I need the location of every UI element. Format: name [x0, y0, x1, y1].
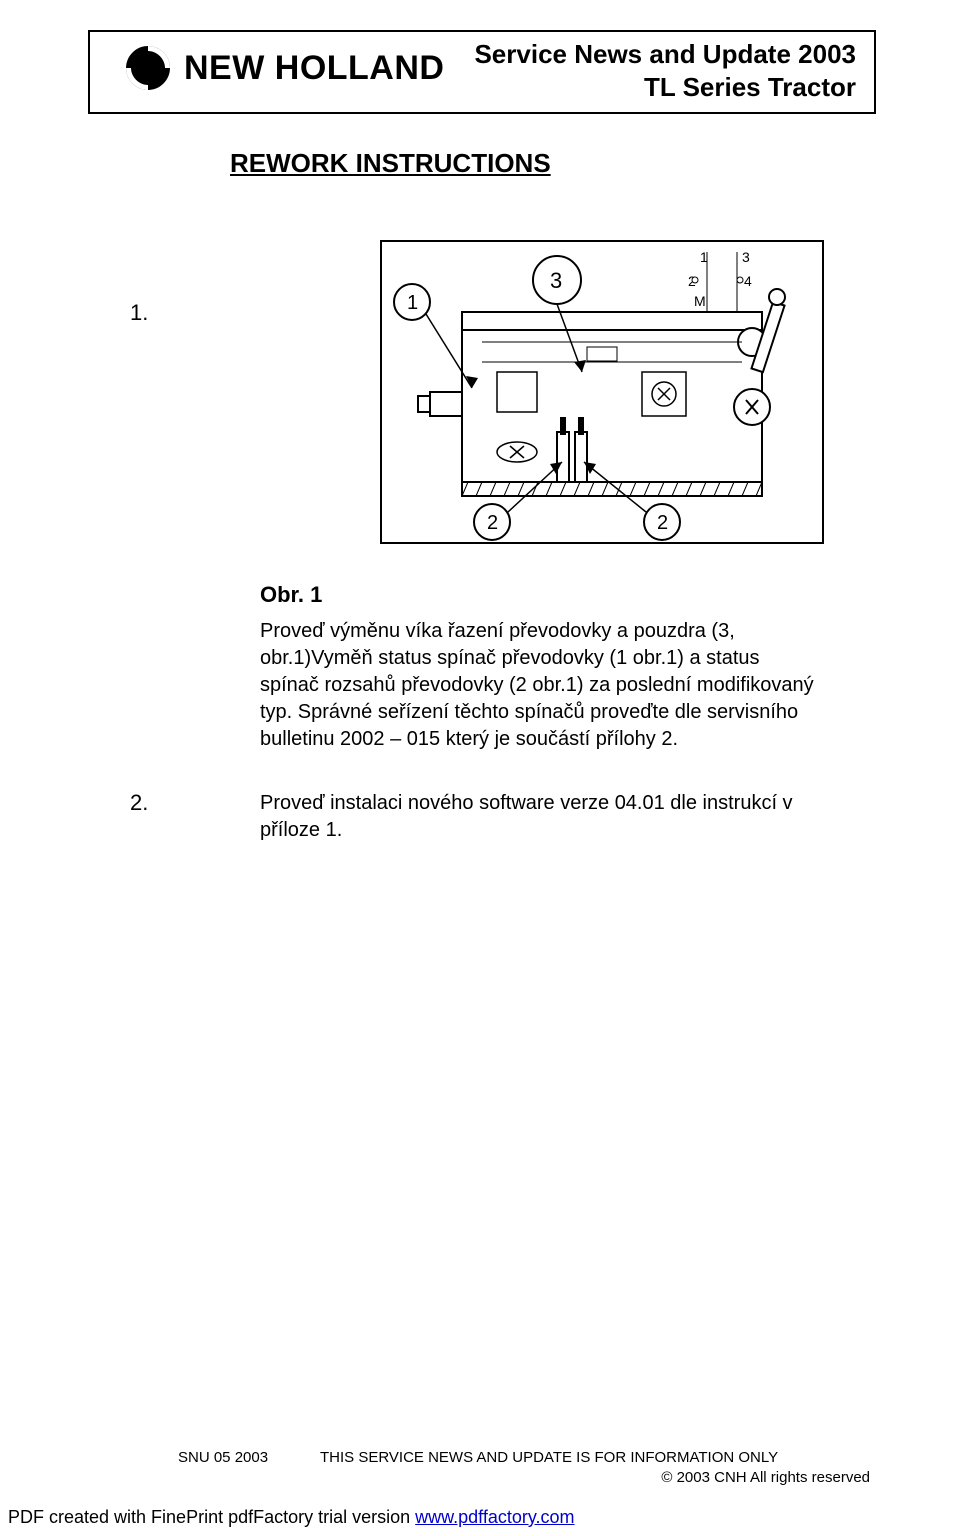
header-title-line1: Service News and Update 2003 [474, 39, 856, 69]
section-heading: REWORK INSTRUCTIONS [230, 148, 551, 179]
header-box: NEW HOLLAND Service News and Update 2003… [88, 30, 876, 114]
header-title-line2: TL Series Tractor [474, 71, 856, 104]
callout-3: 3 [550, 268, 562, 293]
header-title: Service News and Update 2003 TL Series T… [474, 38, 856, 103]
step1-number: 1. [130, 300, 148, 326]
callout-2a: 2 [487, 512, 498, 534]
figure-1: 1 3 2 4 M 1 3 2 2 [380, 240, 824, 544]
step1-text: Proveď výměnu víka řazení převodovky a p… [260, 618, 816, 753]
footer-left: SNU 05 2003 [178, 1449, 268, 1466]
pdf-footer: PDF created with FinePrint pdfFactory tr… [8, 1507, 575, 1528]
leaf-icon [120, 40, 176, 96]
step2-number: 2. [130, 790, 148, 816]
callout-1: 1 [407, 292, 418, 314]
pdf-prefix: PDF created with FinePrint pdfFactory tr… [8, 1507, 415, 1527]
brand-name: NEW HOLLAND [184, 49, 444, 88]
pdf-link[interactable]: www.pdffactory.com [415, 1507, 574, 1527]
callout-2b: 2 [657, 512, 668, 534]
footer-center: THIS SERVICE NEWS AND UPDATE IS FOR INFO… [320, 1449, 778, 1466]
figure-caption: Obr. 1 [260, 582, 322, 608]
corner-1: 1 [700, 249, 708, 265]
page: NEW HOLLAND Service News and Update 2003… [0, 0, 960, 1536]
corner-4: 4 [744, 273, 752, 289]
corner-m: M [694, 293, 706, 309]
brand-logo: NEW HOLLAND [120, 40, 444, 96]
corner-3: 3 [742, 249, 750, 265]
footer-right: © 2003 CNH All rights reserved [661, 1469, 870, 1486]
step2-text: Proveď instalaci nového software verze 0… [260, 790, 816, 844]
